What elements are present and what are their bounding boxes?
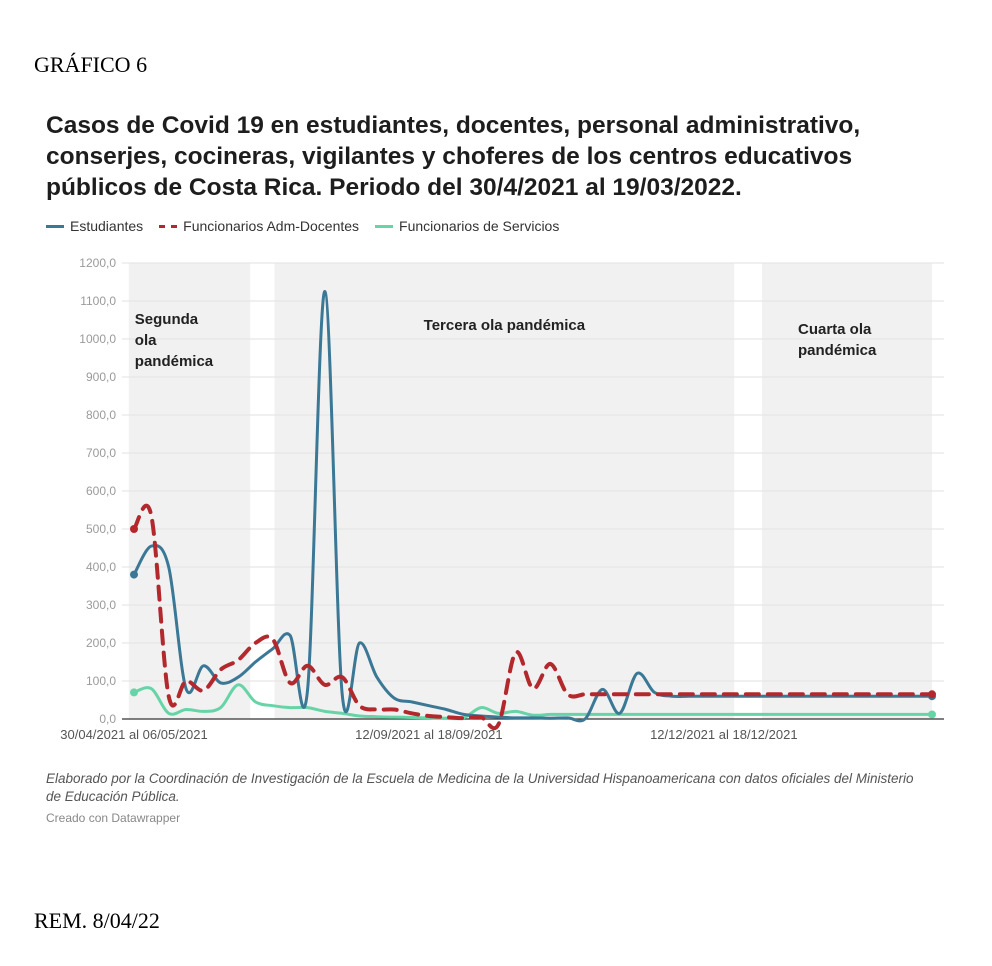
legend-label-funcionarios-adm-docentes: Funcionarios Adm-Docentes [183, 218, 360, 234]
legend-item-funcionarios-adm-docentes: Funcionarios Adm-Docentes [159, 218, 359, 234]
wave-band-label-line: pandémica [798, 342, 877, 359]
wave-band-label-1: Segunda ola pandémica [135, 311, 214, 370]
y-axis-ticks: 0,0 100,0 200,0 300,0 400,0 500,0 600,0 700,0 80… [79, 256, 116, 726]
x-tick-label: 12/12/2021 al 18/12/2021 [650, 727, 797, 742]
y-tick-label: 700,0 [86, 446, 116, 460]
y-tick-label: 800,0 [86, 408, 116, 422]
y-tick-label: 1000,0 [79, 332, 116, 346]
source-note: Elaborado por la Coordinación de Investi… [46, 771, 914, 804]
legend-swatch-funcionarios-adm-docentes [159, 224, 178, 228]
grid-lines [122, 262, 944, 720]
y-tick-label: 400,0 [86, 560, 116, 574]
series-start-point-estudiantes [130, 570, 138, 579]
y-tick-label: 0,0 [99, 712, 116, 726]
series-end-point-funcionarios-de-servicios [928, 710, 936, 719]
footer-label: REM. 8/04/22 [34, 908, 160, 933]
legend-swatch-funcionarios-servicios [375, 224, 394, 228]
y-tick-label: 300,0 [86, 598, 116, 612]
credit-line: Creado con Datawrapper [46, 811, 181, 825]
y-tick-label: 500,0 [86, 522, 116, 536]
legend: Estudiantes Funcionarios Adm-Docentes Fu… [46, 218, 559, 234]
series-lines [130, 289, 936, 731]
wave-band-label-line: pandémica [135, 353, 214, 370]
x-axis-ticks: 30/04/2021 al 06/05/2021 12/09/2021 al 18… [60, 727, 797, 742]
header-label: GRÁFICO 6 [34, 52, 148, 77]
legend-label-funcionarios-servicios: Funcionarios de Servicios [399, 218, 560, 234]
wave-band-label-3: Cuarta ola pandémica [798, 321, 877, 359]
wave-band-labels: Segunda ola pandémica Tercera ola pandémica… [135, 311, 877, 370]
legend-item-estudiantes: Estudiantes [46, 218, 143, 234]
wave-band-label-2: Tercera ola pandémica [424, 317, 586, 334]
series-end-point-funcionarios-adm-docentes [928, 690, 936, 699]
series-line-funcionarios-de-servicios [132, 683, 934, 721]
wave-band-label-line: Cuarta ola [798, 321, 872, 338]
x-tick-label: 12/09/2021 al 18/09/2021 [355, 727, 502, 742]
y-tick-label: 1200,0 [79, 256, 116, 270]
y-tick-label: 200,0 [86, 636, 116, 650]
legend-label-estudiantes: Estudiantes [70, 218, 144, 234]
series-start-point-funcionarios-adm-docentes [130, 525, 138, 533]
legend-item-funcionarios-servicios: Funcionarios de Servicios [375, 218, 559, 234]
y-tick-label: 100,0 [86, 674, 116, 688]
series-line-funcionarios-adm-docentes [132, 503, 934, 731]
y-tick-label: 900,0 [86, 370, 116, 384]
legend-swatch-estudiantes [46, 224, 64, 228]
wave-band-label-line: Segunda [135, 311, 199, 328]
y-tick-label: 600,0 [86, 484, 116, 498]
x-tick-label: 30/04/2021 al 06/05/2021 [60, 727, 207, 742]
wave-band-label-line: ola [135, 332, 157, 349]
chart-title: Casos de Covid 19 en estudiantes, docent… [46, 112, 861, 201]
wave-band-label-line: Tercera ola pandémica [424, 317, 586, 334]
series-line-estudiantes [132, 289, 934, 723]
y-tick-label: 1100,0 [80, 294, 116, 308]
series-start-point-funcionarios-de-servicios [130, 688, 138, 697]
